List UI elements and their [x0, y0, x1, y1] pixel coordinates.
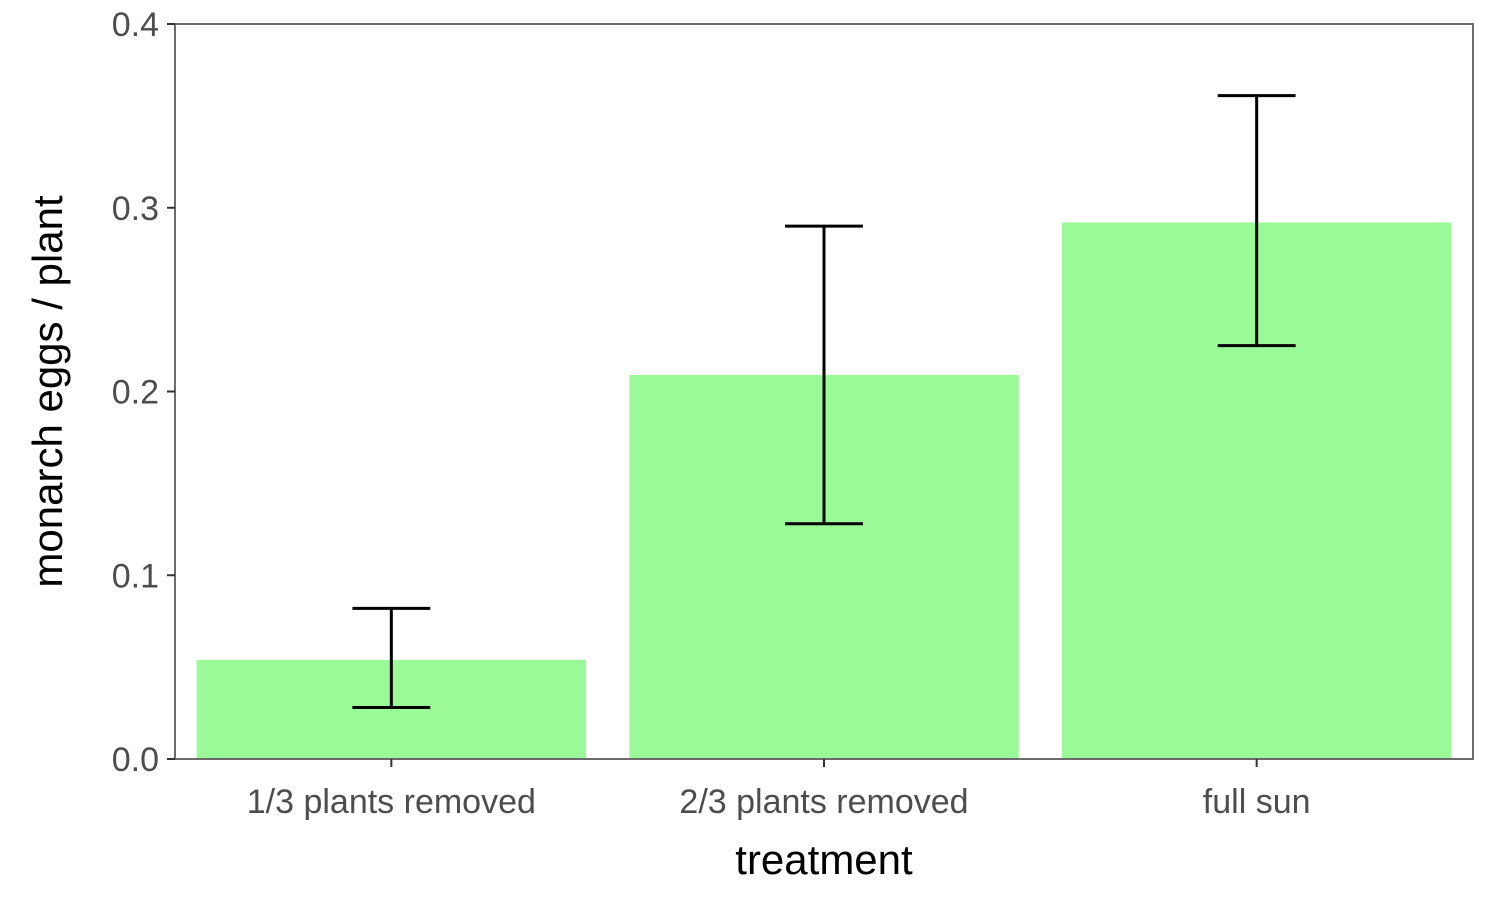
y-tick-label-3: 0.3 [112, 190, 159, 228]
x-tick-label-1: 2/3 plants removed [679, 783, 968, 821]
error-bars-group [352, 94, 1296, 710]
y-tick-label-4: 0.4 [112, 6, 159, 44]
y-axis-title: monarch eggs / plant [24, 195, 71, 588]
y-tick-label-2: 0.2 [112, 374, 159, 412]
x-axis: 1/3 plants removed 2/3 plants removed full… [247, 759, 1311, 821]
y-tick-label-1: 0.1 [112, 557, 159, 595]
x-tick-label-2: full sun [1203, 783, 1311, 821]
x-tick-label-0: 1/3 plants removed [247, 783, 536, 821]
x-axis-title: treatment [735, 836, 913, 883]
y-axis: 0.0 0.1 0.2 0.3 0.4 [112, 6, 175, 779]
y-tick-label-0: 0.0 [112, 741, 159, 779]
